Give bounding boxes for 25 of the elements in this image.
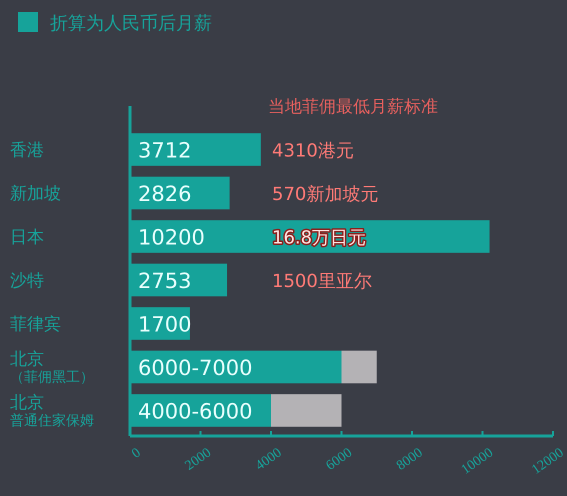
x-tick-label: 0 (129, 445, 144, 462)
y-tick-label: 北京（菲佣黑工） (10, 349, 94, 386)
x-tick-label: 4000 (253, 445, 285, 474)
data-label: 10200 (138, 226, 205, 250)
annotation: 16.8万日元 (272, 228, 366, 249)
data-label: 2826 (138, 182, 192, 206)
legend-label: 折算为人民币后月薪 (50, 13, 212, 34)
annotation: 当地菲佣最低月薪标准 (268, 97, 438, 117)
annotation: 570新加坡元 (272, 184, 378, 206)
y-tick-label: 沙特 (10, 271, 44, 291)
x-tick-label: 2000 (182, 445, 214, 474)
y-tick-label: 菲律宾 (10, 314, 61, 334)
y-tick-label: 北京普通住家保姆 (10, 392, 94, 429)
x-tick-label: 8000 (394, 445, 426, 474)
data-label: 2753 (138, 269, 192, 293)
data-label: 6000-7000 (138, 356, 252, 380)
data-label: 1700 (138, 312, 192, 336)
annotation: 4310港元 (272, 140, 354, 162)
data-label: 3712 (138, 138, 192, 163)
x-tick-label: 6000 (324, 445, 356, 474)
y-tick-label: 香港 (10, 140, 44, 161)
data-label: 4000-6000 (138, 399, 252, 424)
annotation: 1500里亚尔 (272, 271, 372, 292)
y-tick-label: 新加坡 (10, 184, 61, 204)
y-tick-label: 日本 (10, 228, 44, 248)
